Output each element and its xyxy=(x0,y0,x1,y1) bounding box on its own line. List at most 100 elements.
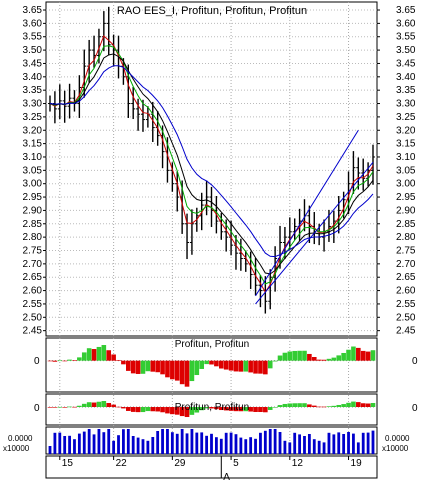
volume-bar xyxy=(317,440,321,454)
oscillator-1-bar xyxy=(130,360,136,374)
volume-bar xyxy=(170,432,174,454)
volume-bar xyxy=(180,429,184,454)
volume-bar xyxy=(92,434,96,454)
volume-bar xyxy=(229,432,233,454)
oscillator-2-bar xyxy=(77,405,82,408)
oscillator-1-bar xyxy=(302,350,307,361)
grid-lines xyxy=(46,2,377,454)
price-axis-left: 3.65 3.60 3.55 3.50 3.45 3.40 3.35 3.30 3.25 3.20… xyxy=(23,5,46,337)
oscillator-2 xyxy=(46,400,377,418)
oscillator-2-bar xyxy=(331,405,337,408)
oscillator-2-bar xyxy=(160,407,165,413)
oscillator-1-bar xyxy=(121,360,126,365)
price-tick-left-12: 3.05 xyxy=(23,165,43,176)
volume-bar xyxy=(200,432,204,454)
oscillator-1-bar xyxy=(209,360,214,365)
volume-bar xyxy=(210,433,213,454)
volume-bar xyxy=(63,436,67,454)
oscillator-1-bar xyxy=(160,360,165,375)
oscillator-1-bar xyxy=(321,359,327,361)
volume-bar xyxy=(122,429,125,454)
oscillator-1-bar xyxy=(253,360,258,374)
oscillator-2-bar xyxy=(302,403,307,408)
volume-bar xyxy=(195,432,199,454)
oscillator-2-bar xyxy=(189,407,195,415)
volume-bar xyxy=(283,440,287,454)
oscillator-1-bar xyxy=(346,349,351,361)
oscillator-2-bar xyxy=(47,407,53,408)
price-tick-right-0: 3.65 xyxy=(396,5,416,16)
volume-bar xyxy=(322,442,326,454)
price-tick-left-7: 3.30 xyxy=(23,99,43,110)
price-tick-right-7: 3.30 xyxy=(396,99,416,110)
volume-bar xyxy=(239,437,243,454)
oscillator-2-bar xyxy=(170,407,175,415)
price-tick-right-24: 2.45 xyxy=(396,326,416,337)
oscillator-2-bar xyxy=(267,407,273,410)
date-label-4: 12 xyxy=(292,458,304,469)
oscillator-2-bar xyxy=(360,403,366,408)
oscillator-1-zero-left: 0 xyxy=(34,356,40,367)
oscillator-1-bar xyxy=(326,358,332,361)
oscillator-1-bar xyxy=(77,357,82,361)
oscillator-2-zero-right: 0 xyxy=(412,403,418,414)
oscillator-2-bar xyxy=(111,404,116,408)
moving-average-1 xyxy=(49,35,374,294)
oscillator-2-bar xyxy=(86,402,92,408)
price-tick-right-20: 2.65 xyxy=(396,272,416,283)
oscillator-1-bar xyxy=(199,360,205,369)
oscillator-2-bar xyxy=(199,407,205,411)
price-tick-right-23: 2.50 xyxy=(396,312,416,323)
volume-bar xyxy=(298,434,301,454)
moving-average-2 xyxy=(49,45,374,285)
price-tick-left-14: 2.95 xyxy=(23,192,43,203)
oscillator-1-bar xyxy=(272,360,278,362)
oscillator-2-bar xyxy=(321,406,327,408)
oscillator-1-bar xyxy=(228,360,234,371)
volume-bar xyxy=(175,433,179,454)
oscillator-2-bar xyxy=(81,403,87,408)
date-axis-frame xyxy=(45,455,378,479)
oscillator-2-bar xyxy=(140,407,146,413)
moving-average-3 xyxy=(49,53,374,275)
price-tick-left-15: 2.90 xyxy=(23,205,43,216)
date-label-2: 29 xyxy=(174,458,186,469)
oscillator-1-bar xyxy=(52,360,58,362)
oscillator-1-bar xyxy=(57,360,63,362)
oscillator-2-bar xyxy=(263,407,268,413)
volume-bar xyxy=(219,438,223,454)
price-axis-right: 3.65 3.60 3.55 3.50 3.45 3.40 3.35 3.30 3.25 3.20… xyxy=(377,5,416,337)
volume-bar xyxy=(77,433,81,454)
oscillator-1-bar xyxy=(248,360,253,373)
oscillator-2-bar xyxy=(72,406,77,408)
volume-bar xyxy=(126,429,130,454)
volume-bar xyxy=(224,432,228,454)
oscillator-1-bar xyxy=(81,352,87,361)
oscillator-2-bar xyxy=(336,404,342,408)
oscillator-2-bar xyxy=(52,407,58,408)
price-tick-left-16: 2.85 xyxy=(23,219,43,230)
oscillator-1-bar xyxy=(218,360,224,369)
oscillator-2-bar xyxy=(184,407,190,418)
oscillator-1-bar xyxy=(282,352,288,361)
oscillator-2-bar xyxy=(282,403,288,408)
volume-bar xyxy=(356,442,360,454)
oscillator-2-bar xyxy=(238,407,244,412)
oscillator-2-bar xyxy=(116,406,121,408)
price-tick-left-2: 3.55 xyxy=(23,32,43,43)
oscillator-1-bar xyxy=(214,360,219,367)
oscillator-2-bar xyxy=(67,406,72,408)
price-tick-right-9: 3.20 xyxy=(396,125,416,136)
oscillator-1-frame xyxy=(45,337,378,393)
oscillator-1-bar xyxy=(126,360,131,371)
price-tick-left-20: 2.65 xyxy=(23,272,43,283)
volume-bar xyxy=(190,429,194,454)
trend-channel-upper xyxy=(255,129,359,297)
volume-bar xyxy=(102,432,106,454)
oscillator-2-bar xyxy=(326,406,332,408)
oscillator-1-bar xyxy=(101,345,107,361)
price-panel-frame xyxy=(45,1,378,337)
price-tick-right-10: 3.15 xyxy=(396,139,416,150)
price-tick-right-11: 3.10 xyxy=(396,152,416,163)
volume-bar xyxy=(131,436,135,454)
